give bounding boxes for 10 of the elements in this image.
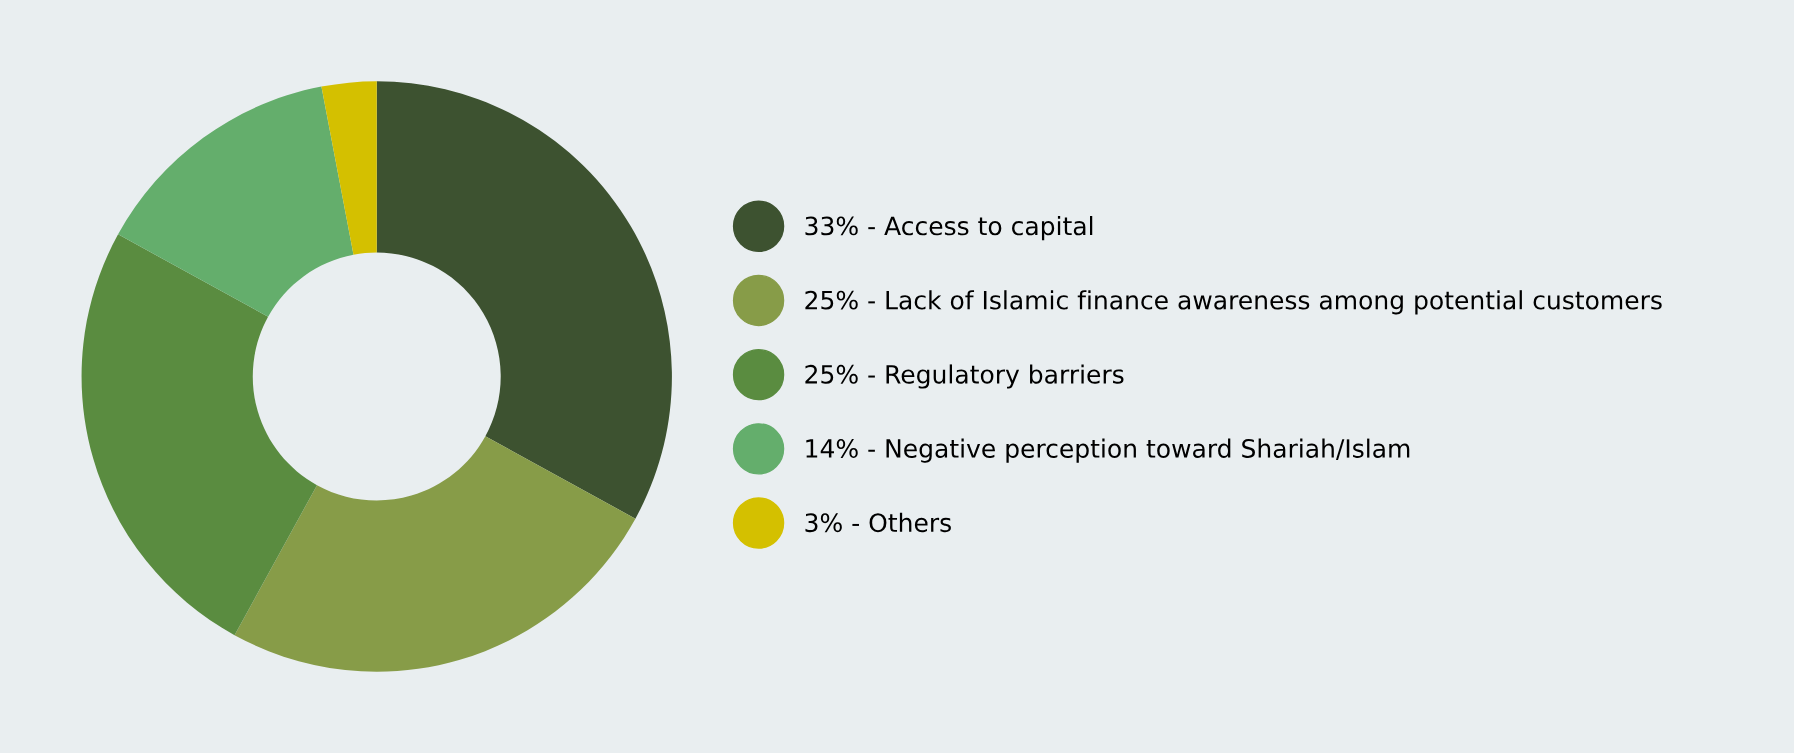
donut-slice [376,81,672,519]
donut-slice [321,81,377,255]
legend-label: 3% - Others [805,512,951,533]
donut-slice [81,234,318,636]
legend-label: 33% - Access to capital [805,216,1093,241]
legend-label: 25% - Lack of Islamic finance awareness among potential customers [805,290,1662,315]
legend-label: 14% - Negative perception toward Shariah/Islam [806,438,1410,463]
legend-label: 25% - Regulatory barriers [805,364,1124,389]
donut-slice [234,436,636,672]
donut-slice [118,86,354,317]
